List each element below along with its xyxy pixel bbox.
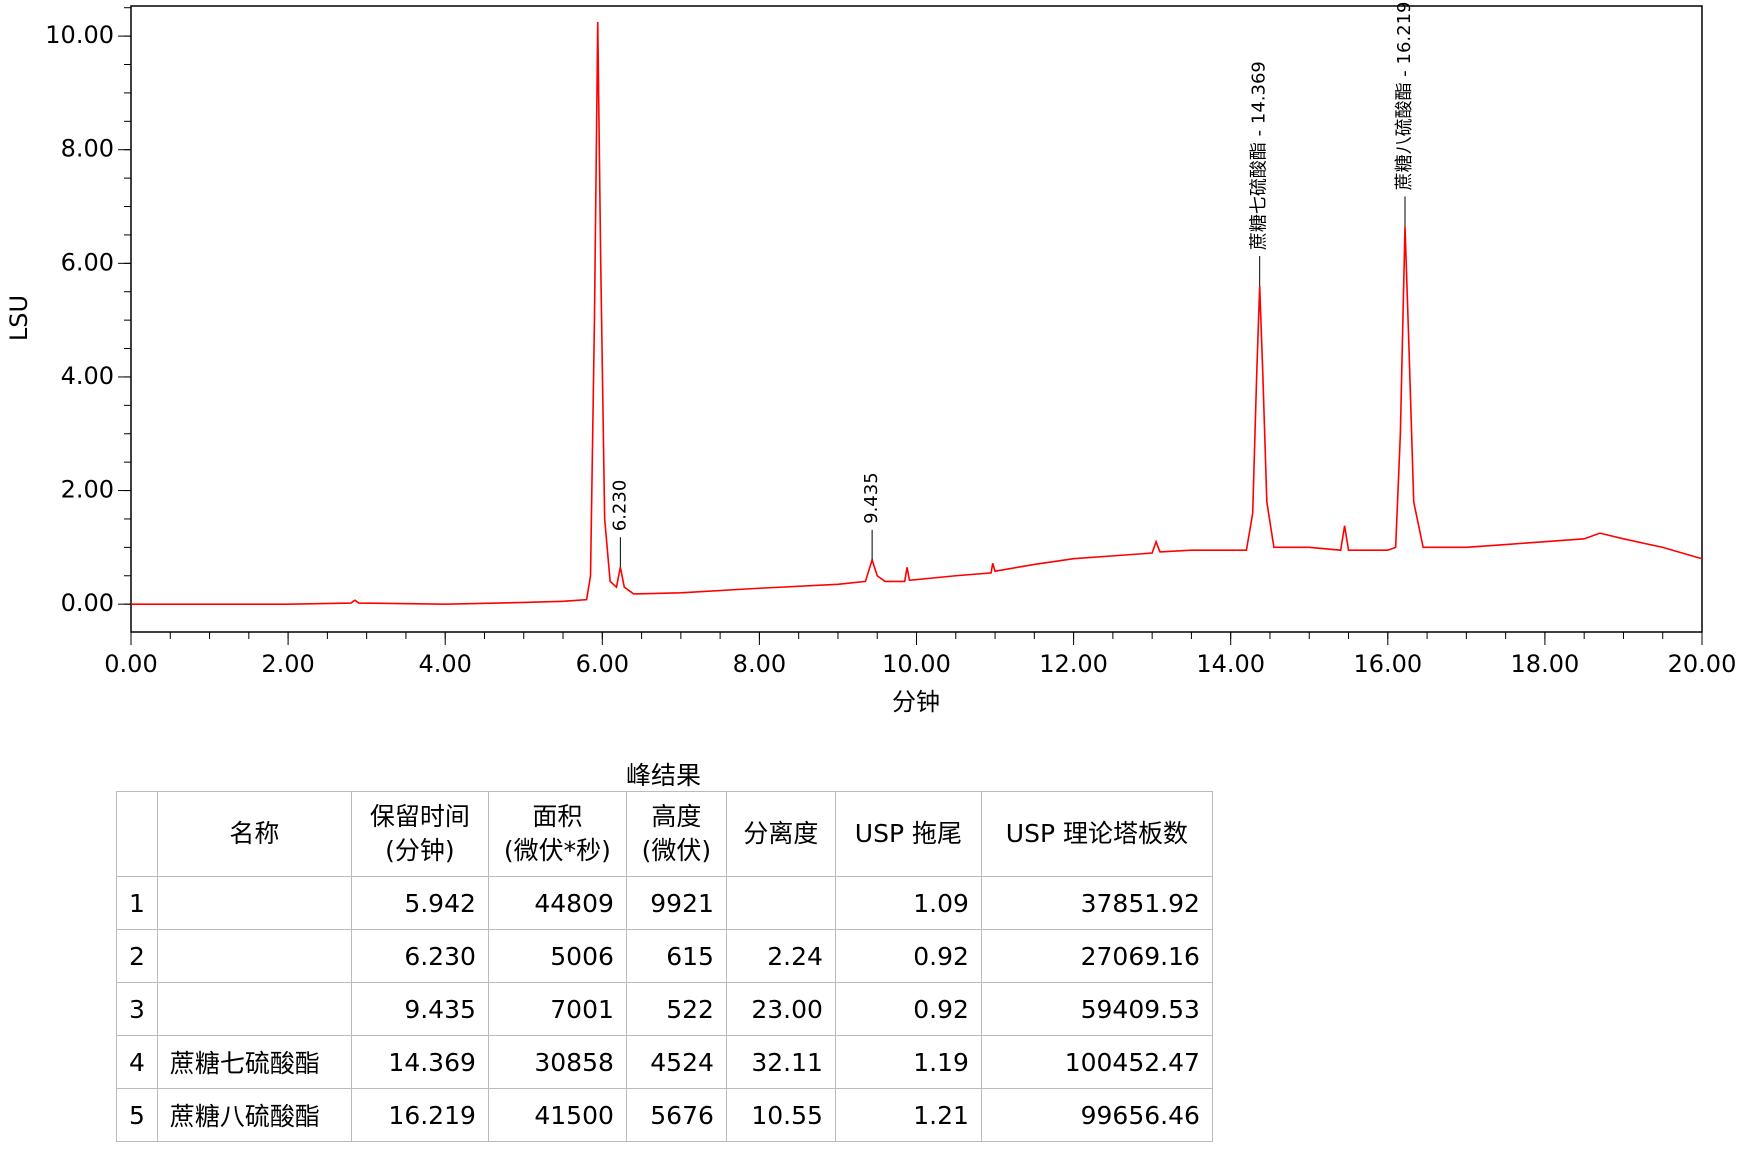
y-tick-label: 4.00 xyxy=(61,362,114,390)
x-tick-label: 4.00 xyxy=(418,650,471,678)
table-cell: 522 xyxy=(625,982,727,1036)
table-cell: USP 理论塔板数 xyxy=(980,791,1213,877)
x-tick-label: 14.00 xyxy=(1196,650,1265,678)
x-tick-label: 12.00 xyxy=(1039,650,1108,678)
x-axis-label: 分钟 xyxy=(892,688,940,716)
table-cell: 27069.16 xyxy=(980,929,1213,983)
table-title: 峰结果 xyxy=(625,761,701,790)
table-cell: 41500 xyxy=(487,1088,627,1142)
table-cell: 分离度 xyxy=(725,791,836,877)
table-cell: USP 拖尾 xyxy=(834,791,982,877)
table-cell: 100452.47 xyxy=(980,1035,1213,1089)
table-cell: 7001 xyxy=(487,982,627,1036)
peak-label: 蔗糖七硫酸酯 - 14.369 xyxy=(1249,61,1270,250)
table-cell xyxy=(116,791,158,877)
table-cell: 30858 xyxy=(487,1035,627,1089)
y-tick-label: 2.00 xyxy=(61,476,114,504)
table-cell: 面积 (微伏*秒) xyxy=(487,791,627,877)
table-cell: 3 xyxy=(116,982,158,1036)
table-cell: 1.19 xyxy=(834,1035,982,1089)
table-cell: 5676 xyxy=(625,1088,727,1142)
table-cell: 蔗糖七硫酸酯 xyxy=(156,1035,352,1089)
table-row: 5 蔗糖八硫酸酯 16.219 41500 5676 10.55 1.21 99656.46 xyxy=(116,1088,1213,1142)
peak-label: 6.230 xyxy=(609,480,630,532)
table-row: 4 蔗糖七硫酸酯 14.369 30858 4524 32.11 1.19 100452.47 xyxy=(116,1035,1213,1089)
table-cell xyxy=(725,876,836,930)
trace xyxy=(131,21,1703,605)
table-cell xyxy=(156,929,352,983)
table-cell: 615 xyxy=(625,929,727,983)
x-tick-label: 6.00 xyxy=(576,650,629,678)
table-cell: 14.369 xyxy=(350,1035,489,1089)
table-cell: 4524 xyxy=(625,1035,727,1089)
results-table: 名称 保留时间 (分钟) 面积 (微伏*秒) 高度 (微伏) 分离度 USP 拖尾 USP … xyxy=(116,791,1213,1142)
table-cell: 2.24 xyxy=(725,929,836,983)
table-cell: 23.00 xyxy=(725,982,836,1036)
x-tick-label: 8.00 xyxy=(733,650,786,678)
y-tick-label: 0.00 xyxy=(61,589,114,617)
x-tick-label: 18.00 xyxy=(1511,650,1580,678)
table-cell: 9921 xyxy=(625,876,727,930)
y-axis-label: LSU xyxy=(5,295,33,341)
table-cell: 9.435 xyxy=(350,982,489,1036)
table-cell xyxy=(156,876,352,930)
peak-label: 蔗糖八硫酸酯 - 16.219 xyxy=(1394,1,1415,190)
table-cell: 32.11 xyxy=(725,1035,836,1089)
table-cell: 99656.46 xyxy=(980,1088,1213,1142)
table-row: 3 9.435 7001 522 23.00 0.92 59409.53 xyxy=(116,982,1213,1036)
x-tick-label: 16.00 xyxy=(1353,650,1422,678)
table-cell: 1.09 xyxy=(834,876,982,930)
table-cell: 16.219 xyxy=(350,1088,489,1142)
table-cell: 名称 xyxy=(156,791,352,877)
table-cell xyxy=(156,982,352,1036)
x-tick-label: 2.00 xyxy=(261,650,314,678)
table-cell: 0.92 xyxy=(834,982,982,1036)
table-cell: 1 xyxy=(116,876,158,930)
x-tick-label: 10.00 xyxy=(882,650,951,678)
table-cell: 4 xyxy=(116,1035,158,1089)
table-cell: 1.21 xyxy=(834,1088,982,1142)
table-row: 2 6.230 5006 615 2.24 0.92 27069.16 xyxy=(116,929,1213,983)
table-cell: 保留时间 (分钟) xyxy=(350,791,489,877)
table-cell: 5006 xyxy=(487,929,627,983)
y-tick-label: 8.00 xyxy=(61,135,114,163)
chart: LSU 分钟 0.00 2.00 4.00 6.00 8.00 10.00 12.00 14.… xyxy=(5,1,1737,716)
table-cell: 蔗糖八硫酸酯 xyxy=(156,1088,352,1142)
table-cell: 59409.53 xyxy=(980,982,1213,1036)
table-cell: 高度 (微伏) xyxy=(625,791,727,877)
y-tick-label: 6.00 xyxy=(61,248,114,276)
x-tick-label: 20.00 xyxy=(1668,650,1737,678)
x-tick-label: 0.00 xyxy=(104,650,157,678)
y-tick-label: 10.00 xyxy=(45,21,114,49)
table-cell: 10.55 xyxy=(725,1088,836,1142)
plot-frame xyxy=(130,5,1703,633)
table-row: 1 5.942 44809 9921 1.09 37851.92 xyxy=(116,876,1213,930)
table-cell: 6.230 xyxy=(350,929,489,983)
table-row: 名称 保留时间 (分钟) 面积 (微伏*秒) 高度 (微伏) 分离度 USP 拖尾 USP … xyxy=(116,791,1213,877)
table-cell: 0.92 xyxy=(834,929,982,983)
peak-label: 9.435 xyxy=(861,472,882,524)
table-cell: 5.942 xyxy=(350,876,489,930)
table-cell: 5 xyxy=(116,1088,158,1142)
table-cell: 37851.92 xyxy=(980,876,1213,930)
table-cell: 44809 xyxy=(487,876,627,930)
table-cell: 2 xyxy=(116,929,158,983)
